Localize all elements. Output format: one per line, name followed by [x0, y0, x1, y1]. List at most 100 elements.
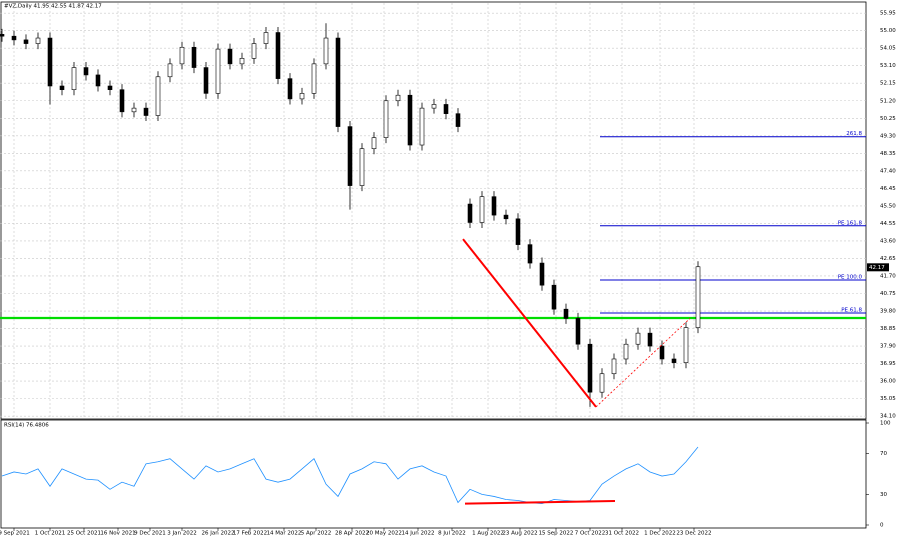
candle-body: [443, 104, 449, 114]
fib-label: PE 161.8: [838, 220, 863, 226]
x-tick-label: 23 Dec 2022: [676, 531, 711, 537]
fib-label: PE 100.0: [838, 275, 863, 281]
candle-body: [59, 85, 65, 90]
x-tick-label: 25 Oct 2021: [67, 531, 101, 537]
x-tick-label: 15 Sep 2022: [539, 531, 574, 537]
y-tick-label: 41.70: [880, 273, 896, 279]
candle-body: [695, 266, 701, 328]
candle-body: [71, 67, 77, 90]
x-tick-label: 1 Aug 2022: [472, 531, 504, 537]
candle-body: [35, 37, 41, 44]
candle-body: [635, 332, 641, 345]
x-tick-label: 8 Jul 2022: [438, 531, 466, 537]
fib-label: PE 61.8: [841, 308, 862, 314]
x-tick-label: 3 Jan 2022: [167, 531, 196, 537]
y-tick-label: 34.10: [880, 414, 896, 420]
candle-body: [323, 37, 329, 65]
y-tick-label: 36.95: [880, 361, 896, 367]
candle-body: [371, 137, 377, 150]
y-tick-label: 37.90: [880, 344, 896, 350]
candle-body: [167, 63, 173, 78]
candle-body: [11, 35, 17, 41]
fib-label: 261.8: [846, 131, 862, 137]
candle-body: [563, 308, 569, 319]
candle-body: [107, 85, 113, 90]
candle-body: [671, 358, 677, 363]
candle-body: [551, 284, 557, 310]
candle-body: [503, 214, 509, 220]
x-tick-label: 1 Oct 2021: [35, 531, 66, 537]
candle-body: [623, 343, 629, 360]
candle-body: [131, 107, 137, 113]
candle-body: [203, 67, 209, 94]
candle-body: [491, 196, 497, 216]
candle-body: [179, 46, 185, 65]
chart-title: #VZ,Daily 41.95 42.55 41.87 42.17: [4, 4, 102, 10]
x-tick-label: 14 Mar 2022: [267, 531, 302, 537]
y-tick-label: 70: [880, 451, 887, 457]
candle-body: [239, 58, 245, 65]
candle-body: [467, 203, 473, 223]
candle-body: [455, 113, 461, 127]
y-tick-label: 45.50: [880, 203, 896, 209]
x-tick-label: 28 Apr 2022: [335, 531, 369, 537]
candle-body: [215, 48, 221, 94]
candle-body: [311, 63, 317, 94]
y-tick-label: 42.65: [880, 256, 896, 262]
candle-body: [95, 74, 101, 87]
y-tick-label: 38.85: [880, 326, 896, 332]
candle-body: [527, 244, 533, 264]
trend-line: [462, 238, 597, 408]
y-tick-label: 100: [880, 421, 891, 427]
candle-body: [143, 107, 149, 116]
y-tick-label: 48.35: [880, 151, 896, 157]
y-tick-label: 35.05: [880, 396, 896, 402]
panel-frame: [0, 1, 867, 420]
x-tick-label: 17 Feb 2022: [233, 531, 267, 537]
candle-body: [263, 32, 269, 44]
candle-body: [599, 373, 605, 393]
candle-body: [395, 94, 401, 102]
x-tick-label: 31 Oct 2022: [605, 531, 639, 537]
y-tick-label: 44.55: [880, 221, 896, 227]
price-tag-label: 42.17: [869, 265, 885, 271]
trend-line: [464, 500, 616, 505]
candle-body: [287, 78, 293, 100]
candle-body: [0, 34, 5, 37]
y-tick-label: 0: [880, 523, 884, 529]
candle-body: [515, 218, 521, 245]
y-tick-label: 46.45: [880, 186, 896, 192]
y-tick-label: 49.30: [880, 133, 896, 139]
y-tick-label: 47.40: [880, 168, 896, 174]
price-tag: [867, 263, 889, 272]
candle-body: [251, 43, 257, 59]
y-tick-label: 43.60: [880, 238, 896, 244]
x-tick-label: 14 Jun 2022: [401, 531, 434, 537]
x-tick-label: 9 Sep 2021: [0, 531, 30, 537]
candle-body: [431, 104, 437, 109]
candle-body: [47, 37, 53, 87]
candle-body: [683, 327, 689, 363]
candle-body: [191, 46, 197, 68]
y-tick-label: 55.95: [880, 11, 896, 17]
x-tick-label: 1 Dec 2022: [644, 531, 676, 537]
y-tick-label: 52.15: [880, 81, 896, 87]
x-tick-label: 26 Jan 2022: [202, 531, 235, 537]
y-tick-label: 53.10: [880, 63, 896, 69]
y-tick-label: 36.00: [880, 379, 896, 385]
candle-body: [479, 196, 485, 223]
y-tick-label: 40.75: [880, 291, 896, 297]
candle-body: [587, 343, 593, 393]
candle-body: [23, 39, 29, 44]
candle-body: [83, 67, 89, 76]
y-tick-label: 54.05: [880, 46, 896, 52]
y-tick-label: 50.25: [880, 116, 896, 122]
x-tick-label: 23 Aug 2022: [502, 531, 537, 537]
y-tick-label: 30: [880, 492, 887, 498]
y-tick-label: 51.20: [880, 98, 896, 104]
candle-body: [119, 89, 125, 113]
candle-body: [575, 318, 581, 345]
y-tick-label: 55.00: [880, 28, 896, 34]
